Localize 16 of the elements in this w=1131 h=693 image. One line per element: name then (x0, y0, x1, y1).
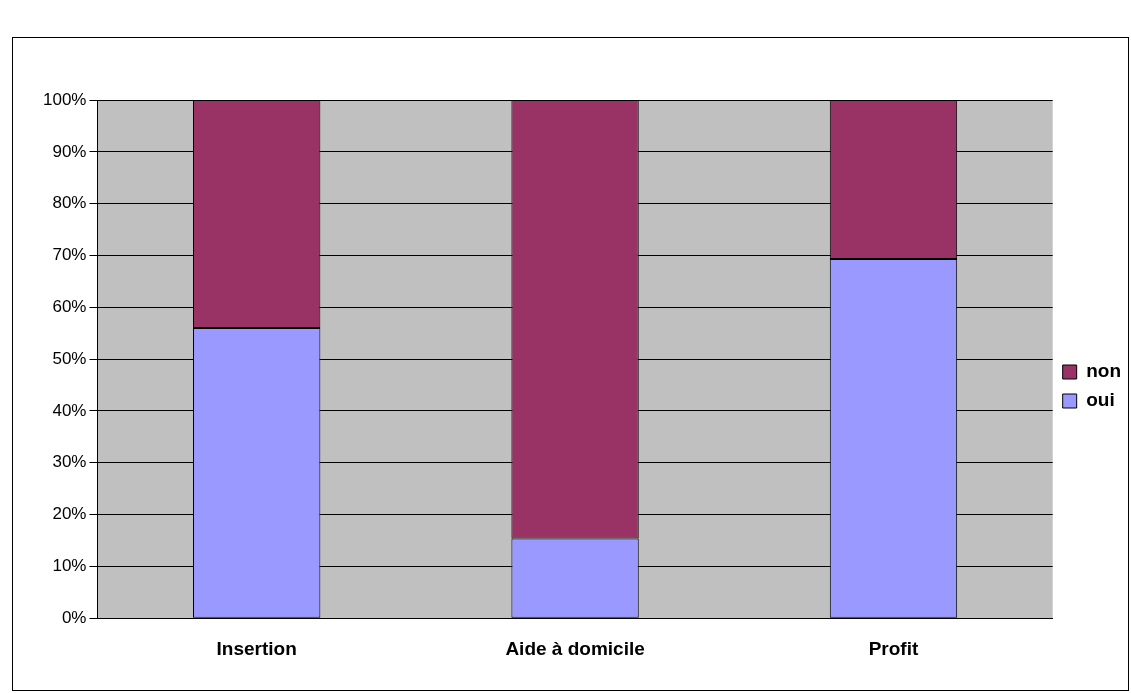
legend-label: oui (1086, 389, 1115, 411)
y-tick-label: 40% (52, 400, 87, 420)
y-tick-label: 20% (52, 504, 87, 524)
legend-label: non (1086, 360, 1122, 382)
y-tick-label: 30% (52, 452, 87, 472)
y-tick-label: 90% (52, 141, 87, 161)
x-tick-label: Aide à domicile (505, 637, 645, 659)
y-tick-label: 100% (43, 89, 87, 109)
x-tick-label: Profit (868, 637, 919, 659)
y-tick-label: 10% (52, 556, 87, 576)
y-tick-label: 80% (52, 193, 87, 213)
y-tick-label: 60% (52, 296, 87, 316)
y-tick-label: 70% (52, 245, 87, 265)
y-tick-label: 0% (61, 607, 87, 627)
y-tick-label: 50% (52, 348, 87, 368)
x-tick-label: Insertion (216, 637, 297, 659)
